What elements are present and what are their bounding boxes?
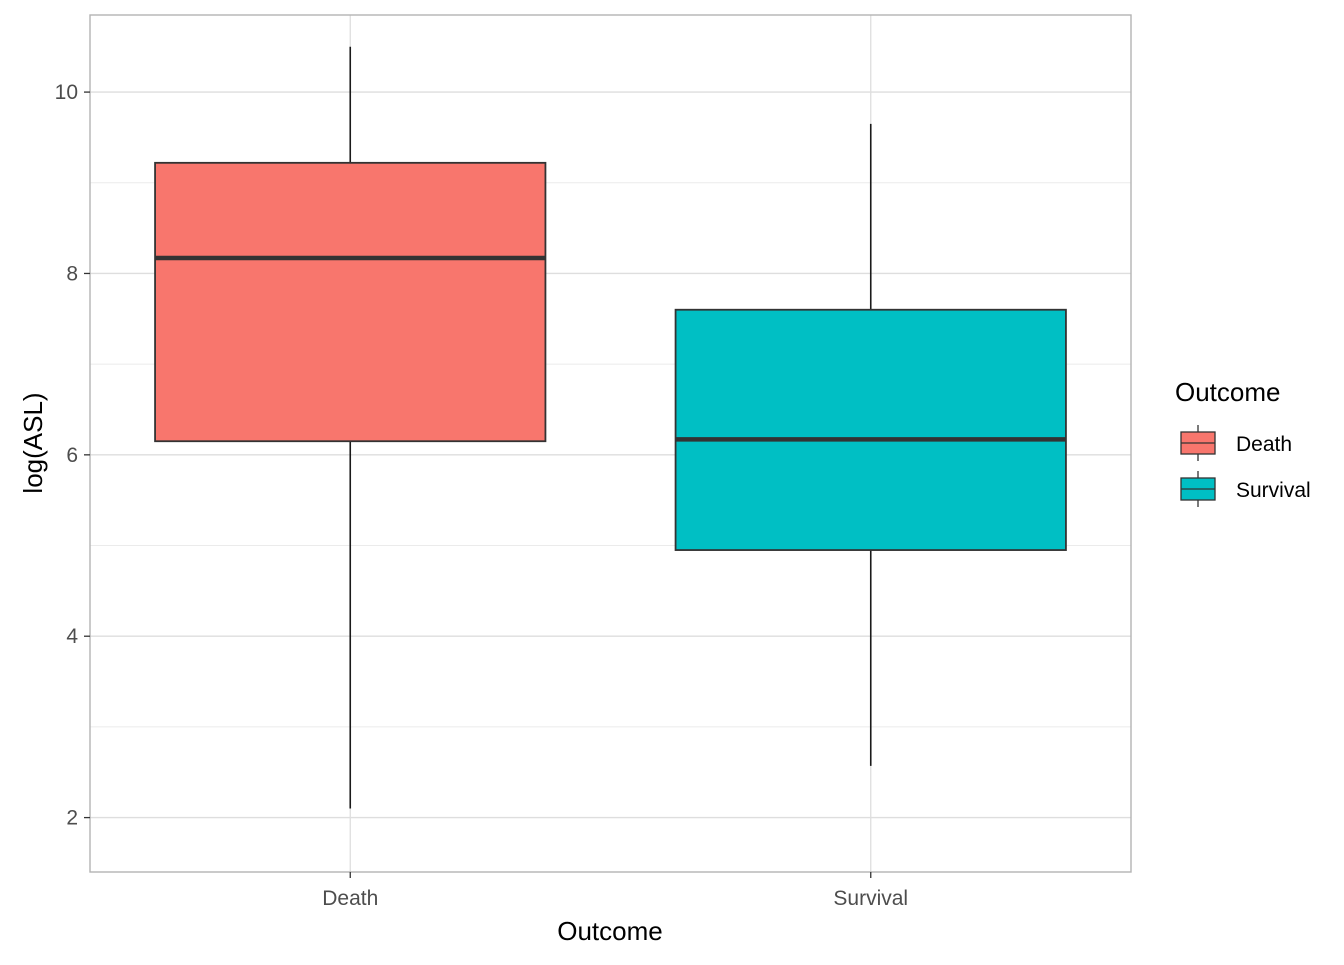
- y-tick-label: 2: [66, 807, 78, 830]
- x-axis-title: Outcome: [557, 916, 663, 946]
- x-tick-label: Death: [322, 887, 378, 910]
- legend-item-survival: Survival: [1180, 471, 1311, 507]
- box-iqr: [674, 308, 1067, 551]
- legend-item-label: Survival: [1236, 479, 1311, 502]
- box-iqr: [154, 161, 547, 443]
- box-layer: [154, 46, 1067, 809]
- legend: Outcome Death Survival: [1175, 377, 1311, 507]
- x-tick-label: Survival: [833, 887, 908, 910]
- legend-item-label: Death: [1236, 433, 1292, 456]
- y-tick-label: 8: [66, 262, 78, 285]
- y-tick-label: 4: [66, 625, 78, 648]
- y-tick-label: 10: [55, 81, 78, 104]
- legend-items: Death Survival: [1180, 425, 1311, 507]
- box-death: [154, 46, 547, 809]
- panel-border: [89, 14, 1132, 873]
- legend-title: Outcome: [1175, 377, 1281, 407]
- y-axis-title: log(ASL): [18, 392, 48, 493]
- axis-layer: 2 4 6 8 10 Death Survival: [55, 81, 908, 910]
- y-tick-label: 6: [66, 444, 78, 467]
- legend-item-death: Death: [1180, 425, 1292, 461]
- box-survival: [674, 123, 1067, 766]
